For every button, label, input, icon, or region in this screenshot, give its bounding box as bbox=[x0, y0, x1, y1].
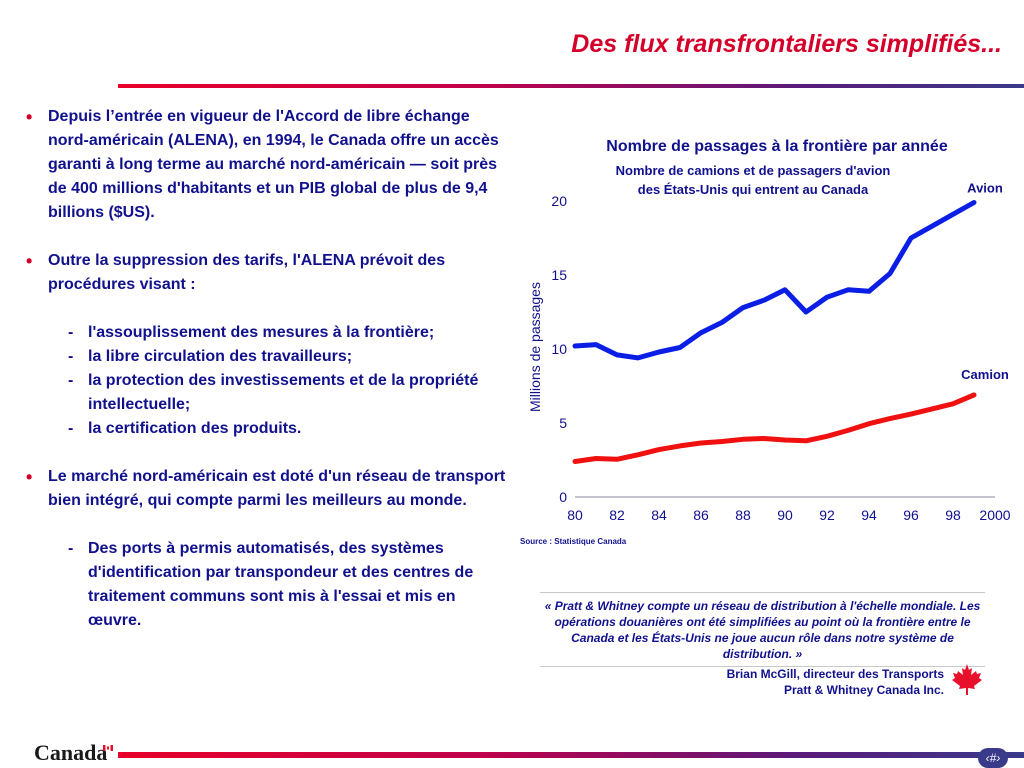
header-divider bbox=[118, 84, 1024, 88]
dash-icon: - bbox=[68, 372, 74, 389]
quote-text: « Pratt & Whitney compte un réseau de di… bbox=[544, 599, 981, 661]
maple-leaf-icon bbox=[952, 664, 982, 695]
y-tick-label: 0 bbox=[559, 489, 567, 505]
y-tick-label: 5 bbox=[559, 415, 567, 431]
sub-text: Des ports à permis automatisés, des syst… bbox=[88, 540, 474, 629]
x-tick-label: 84 bbox=[651, 507, 667, 523]
canada-wordmark: Canada bbox=[34, 740, 108, 765]
bullet-item: • Outre la suppression des tarifs, l'ALE… bbox=[26, 249, 511, 297]
sub-item: - la protection des investissements et de… bbox=[68, 369, 511, 417]
line-chart-svg: Nombre de passages à la frontière par an… bbox=[520, 138, 1011, 546]
y-axis-label: Millions de passages bbox=[527, 282, 543, 412]
series-line-camion bbox=[572, 392, 977, 464]
x-tick-label: 80 bbox=[567, 507, 583, 523]
chart-subtitle-line: Nombre de camions et de passagers d'avio… bbox=[616, 163, 891, 178]
slide-title: Des flux transfrontaliers simplifiés... bbox=[571, 30, 1002, 58]
dash-icon: - bbox=[68, 540, 74, 557]
dash-icon: - bbox=[68, 348, 74, 365]
bullet-text: Le marché nord-américain est doté d'un r… bbox=[48, 468, 506, 509]
sub-text: la libre circulation des travailleurs; bbox=[88, 348, 353, 365]
dash-icon: - bbox=[68, 324, 74, 341]
chart-source: Source : Statistique Canada bbox=[520, 537, 627, 546]
chart-title: Nombre de passages à la frontière par an… bbox=[606, 138, 948, 155]
sub-item: - la certification des produits. bbox=[68, 417, 511, 441]
sub-list: - l'assouplissement des mesures à la fron… bbox=[26, 321, 511, 441]
bullet-list: • Depuis l’entrée en vigueur de l'Accord… bbox=[26, 105, 511, 657]
x-tick-label: 86 bbox=[693, 507, 709, 523]
sub-list: - Des ports à permis automatisés, des sys… bbox=[26, 537, 511, 633]
x-tick-label: 92 bbox=[819, 507, 835, 523]
x-tick-label: 94 bbox=[861, 507, 877, 523]
sub-text: la protection des investissements et de … bbox=[88, 372, 479, 413]
x-tick-label: 90 bbox=[777, 507, 793, 523]
flag-icon bbox=[103, 745, 113, 751]
series-label: Avion bbox=[967, 180, 1003, 195]
quote-attribution: Brian McGill, directeur des Transports P… bbox=[727, 666, 944, 698]
bullet-item: • Le marché nord-américain est doté d'un… bbox=[26, 465, 511, 513]
sub-text: l'assouplissement des mesures à la front… bbox=[88, 324, 435, 341]
sub-text: la certification des produits. bbox=[88, 420, 302, 437]
bullet-icon: • bbox=[26, 251, 33, 271]
quote-box: « Pratt & Whitney compte un réseau de di… bbox=[540, 592, 985, 667]
dash-icon: - bbox=[68, 420, 74, 437]
bullet-text: Outre la suppression des tarifs, l'ALENA… bbox=[48, 252, 446, 293]
y-tick-label: 20 bbox=[551, 193, 567, 209]
sub-item: - l'assouplissement des mesures à la fron… bbox=[68, 321, 511, 345]
sub-item: - Des ports à permis automatisés, des sys… bbox=[68, 537, 511, 633]
x-tick-label: 96 bbox=[903, 507, 919, 523]
footer-divider bbox=[118, 752, 1024, 758]
bullet-icon: • bbox=[26, 107, 33, 127]
y-tick-label: 15 bbox=[551, 267, 567, 283]
sub-item: - la libre circulation des travailleurs; bbox=[68, 345, 511, 369]
chart-subtitle-line: des États-Unis qui entrent au Canada bbox=[638, 182, 869, 197]
bullet-item: • Depuis l’entrée en vigueur de l'Accord… bbox=[26, 105, 511, 225]
x-tick-label: 82 bbox=[609, 507, 625, 523]
attribution-name: Brian McGill, directeur des Transports bbox=[726, 667, 944, 681]
border-crossings-chart: Nombre de passages à la frontière par an… bbox=[515, 125, 1024, 555]
x-tick-label: 2000 bbox=[979, 507, 1010, 523]
attribution-company: Pratt & Whitney Canada Inc. bbox=[783, 683, 944, 697]
series-label: Camion bbox=[961, 367, 1009, 382]
page-number-badge: ‹#› bbox=[978, 748, 1008, 768]
bullet-icon: • bbox=[26, 467, 33, 487]
y-tick-label: 10 bbox=[551, 341, 567, 357]
series-line-avion bbox=[572, 200, 977, 361]
x-tick-label: 88 bbox=[735, 507, 751, 523]
bullet-text: Depuis l’entrée en vigueur de l'Accord d… bbox=[48, 108, 499, 221]
plot-area: 0 5 10 15 20 80 82 84 86 88 90 92 94 96 98 2000 Avion Cam… bbox=[551, 180, 1010, 523]
x-tick-label: 98 bbox=[945, 507, 961, 523]
